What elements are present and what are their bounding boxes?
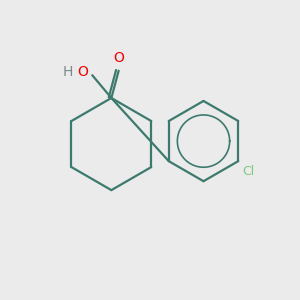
Text: Cl: Cl [242, 165, 254, 178]
Text: O: O [113, 51, 124, 65]
Text: H: H [63, 65, 73, 79]
Text: O: O [77, 65, 88, 79]
